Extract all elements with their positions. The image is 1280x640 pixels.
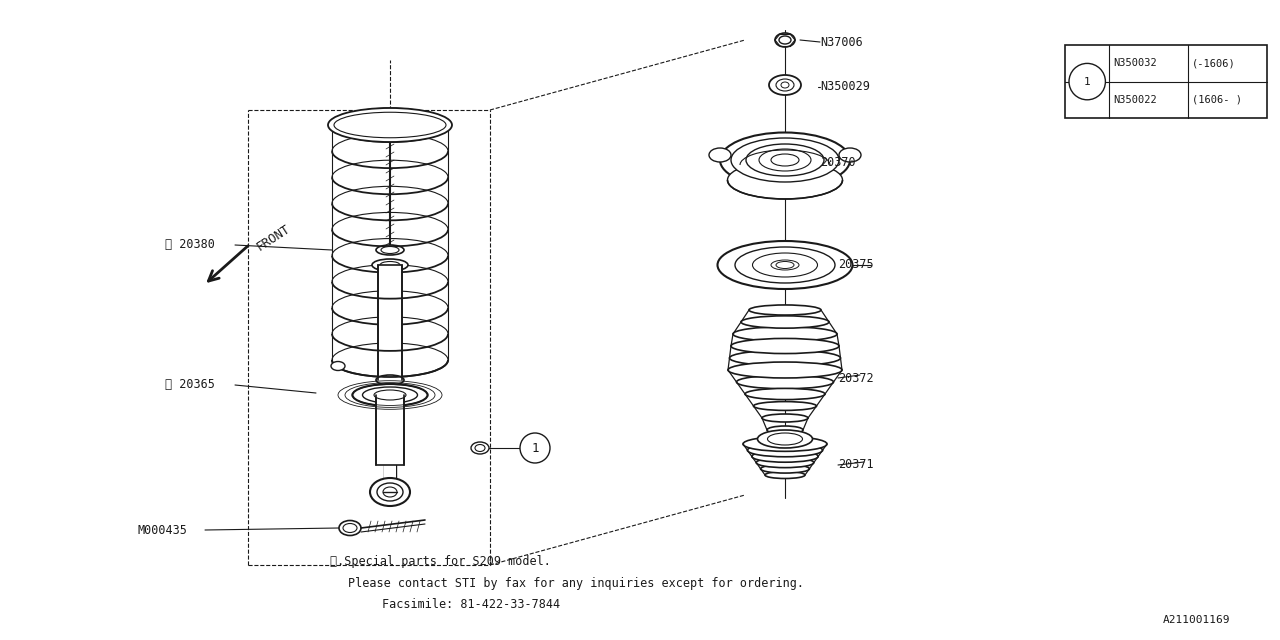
Ellipse shape — [383, 487, 397, 497]
Circle shape — [1069, 63, 1106, 100]
Text: A211001169: A211001169 — [1162, 615, 1230, 625]
Ellipse shape — [781, 82, 788, 88]
Text: ※.Special parts for S209 model.: ※.Special parts for S209 model. — [330, 556, 550, 568]
Ellipse shape — [762, 414, 808, 422]
Ellipse shape — [765, 472, 805, 479]
Ellipse shape — [767, 426, 803, 434]
Ellipse shape — [471, 442, 489, 454]
Text: N350032: N350032 — [1114, 58, 1157, 68]
Text: 20375: 20375 — [838, 259, 874, 271]
Text: 1: 1 — [1084, 77, 1091, 86]
Ellipse shape — [381, 246, 399, 253]
Text: ※ 20365: ※ 20365 — [165, 378, 215, 392]
Ellipse shape — [771, 154, 799, 166]
Ellipse shape — [838, 148, 861, 162]
Text: 20372: 20372 — [838, 371, 874, 385]
Text: N350029: N350029 — [820, 81, 870, 93]
Ellipse shape — [731, 339, 838, 353]
Ellipse shape — [735, 247, 835, 283]
Text: N350022: N350022 — [1114, 95, 1157, 105]
Circle shape — [520, 433, 550, 463]
Text: N37006: N37006 — [820, 35, 863, 49]
Ellipse shape — [328, 108, 452, 142]
Text: 20370: 20370 — [820, 157, 855, 170]
Ellipse shape — [728, 362, 842, 378]
Ellipse shape — [380, 262, 399, 269]
Text: ※ 20380: ※ 20380 — [165, 239, 215, 252]
Ellipse shape — [741, 316, 829, 328]
Ellipse shape — [475, 445, 485, 451]
Ellipse shape — [769, 75, 801, 95]
Ellipse shape — [748, 444, 823, 457]
Ellipse shape — [751, 451, 818, 462]
Ellipse shape — [374, 390, 406, 400]
Ellipse shape — [760, 465, 809, 473]
Ellipse shape — [780, 36, 791, 44]
Text: Facsimile: 81-422-33-7844: Facsimile: 81-422-33-7844 — [381, 598, 561, 611]
Ellipse shape — [768, 433, 803, 445]
Ellipse shape — [736, 375, 833, 388]
Ellipse shape — [742, 436, 827, 451]
Ellipse shape — [731, 138, 838, 182]
Text: (1606- ): (1606- ) — [1193, 95, 1243, 105]
Ellipse shape — [719, 132, 850, 188]
Ellipse shape — [727, 161, 842, 199]
Ellipse shape — [709, 148, 731, 162]
Ellipse shape — [339, 520, 361, 536]
Text: M000435: M000435 — [138, 524, 188, 536]
Ellipse shape — [758, 430, 813, 448]
Ellipse shape — [749, 305, 820, 315]
Ellipse shape — [756, 458, 814, 468]
Ellipse shape — [370, 478, 410, 506]
Bar — [384, 465, 396, 492]
Text: FRONT: FRONT — [253, 222, 293, 253]
Text: Please contact STI by fax for any inquiries except for ordering.: Please contact STI by fax for any inquir… — [348, 577, 804, 589]
Text: (-1606): (-1606) — [1193, 58, 1236, 68]
Bar — [376, 395, 404, 465]
Ellipse shape — [733, 326, 837, 341]
Ellipse shape — [745, 388, 826, 399]
Ellipse shape — [378, 483, 403, 501]
Bar — [1065, 45, 1267, 118]
Ellipse shape — [376, 375, 404, 385]
Ellipse shape — [754, 401, 817, 410]
Ellipse shape — [334, 112, 445, 138]
Ellipse shape — [771, 260, 799, 270]
Ellipse shape — [372, 259, 408, 271]
Text: 1: 1 — [531, 442, 539, 454]
Ellipse shape — [753, 253, 818, 277]
Ellipse shape — [774, 33, 795, 47]
Ellipse shape — [746, 144, 824, 176]
Bar — [378, 265, 402, 380]
Text: 20371: 20371 — [838, 458, 874, 472]
Ellipse shape — [352, 384, 428, 406]
Ellipse shape — [332, 362, 346, 371]
Ellipse shape — [362, 387, 417, 403]
Ellipse shape — [730, 350, 841, 366]
Ellipse shape — [343, 524, 357, 532]
Ellipse shape — [718, 241, 852, 289]
Ellipse shape — [759, 149, 812, 171]
Ellipse shape — [776, 262, 794, 269]
Ellipse shape — [376, 245, 404, 255]
Ellipse shape — [776, 79, 794, 91]
